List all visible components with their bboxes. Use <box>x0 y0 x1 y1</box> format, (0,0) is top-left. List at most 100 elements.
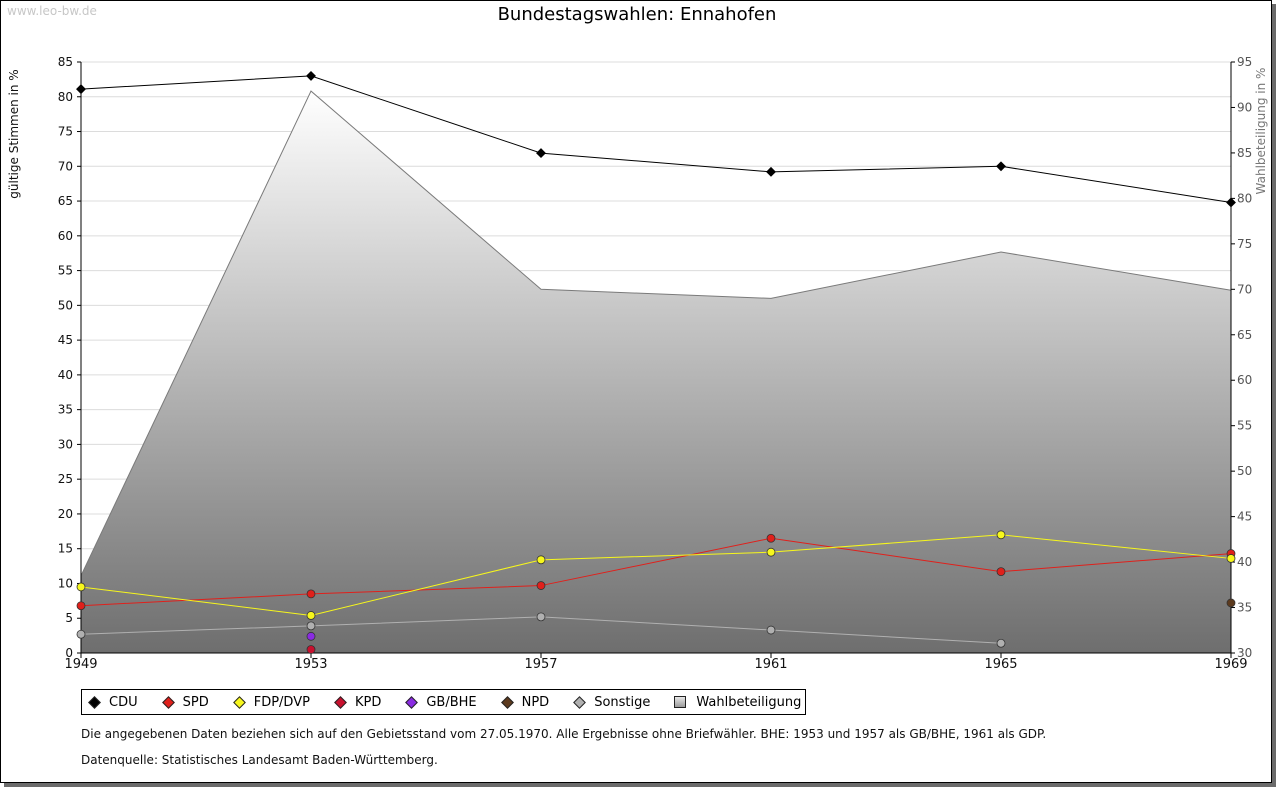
y-tick-label-50: 50 <box>58 298 73 312</box>
y2-tick-label-60: 60 <box>1237 373 1252 387</box>
point-kpd-1953 <box>306 645 316 654</box>
x-tick-label-1965: 1965 <box>984 657 1017 672</box>
y-tick-label-40: 40 <box>58 368 73 382</box>
legend-marker-cdu <box>88 695 101 709</box>
point-cdu-1957 <box>536 148 546 159</box>
legend-marker-gb-bhe <box>405 695 419 709</box>
y2-tick-label-80: 80 <box>1237 191 1252 205</box>
point-spd-1957 <box>536 581 546 590</box>
y2-tick-label-65: 65 <box>1237 328 1252 342</box>
legend-label-wahlbeteiligung: Wahlbeteiligung <box>696 694 802 710</box>
y2-tick-label-45: 45 <box>1237 510 1252 524</box>
point-cdu-1953 <box>306 70 316 81</box>
legend-marker-wahlbeteiligung <box>674 696 687 708</box>
y-tick-label-10: 10 <box>58 576 73 590</box>
y2-tick-label-50: 50 <box>1237 464 1252 478</box>
point-fdp-dvp-1969 <box>1226 554 1236 563</box>
point-cdu-1961 <box>766 166 776 177</box>
point-spd-1953 <box>306 589 316 599</box>
y2-tick-label-35: 35 <box>1237 601 1252 615</box>
point-fdp-dvp-1961 <box>766 547 776 557</box>
legend-item-wahlbeteiligung: Wahlbeteiligung <box>674 695 801 710</box>
point-sonstige-1961 <box>766 625 776 635</box>
legend-item-fdp-dvp: FDP/DVP <box>232 694 310 710</box>
y2-tick-label-90: 90 <box>1237 100 1252 114</box>
y-tick-label-25: 25 <box>58 472 73 486</box>
point-sonstige-1957 <box>536 612 546 622</box>
x-tick-label-1961: 1961 <box>754 657 787 672</box>
legend-item-gb-bhe: GB/BHE <box>405 694 477 710</box>
legend-marker-sonstige <box>573 695 587 709</box>
legend: CDU SPD FDP/DVP KPD GB/BHE NPD Sonstige Wahlbet… <box>81 689 807 715</box>
y-tick-label-20: 20 <box>58 507 73 521</box>
y-tick-label-70: 70 <box>58 159 73 173</box>
y2-tick-label-85: 85 <box>1237 146 1252 160</box>
x-tick-label-1949: 1949 <box>64 657 97 672</box>
point-fdp-dvp-1953 <box>306 611 316 620</box>
point-npd-1969 <box>1226 598 1236 608</box>
source-note: Datenquelle: Statistisches Landesamt Bad… <box>81 753 438 767</box>
y-tick-label-85: 85 <box>58 55 73 69</box>
legend-label-sonstige: Sonstige <box>594 694 651 710</box>
legend-item-npd: NPD <box>500 694 550 710</box>
point-fdp-dvp-1965 <box>996 530 1006 540</box>
point-spd-1961 <box>766 533 776 543</box>
data-basis-note: Die angegebenen Daten beziehen sich auf … <box>81 727 1047 741</box>
legend-marker-fdp-dvp <box>232 695 246 709</box>
y-tick-label-45: 45 <box>58 333 73 347</box>
point-fdp-dvp-1949 <box>76 582 86 592</box>
y-tick-label-60: 60 <box>58 229 73 243</box>
point-cdu-1965 <box>996 161 1006 172</box>
turnout-area <box>81 91 1231 653</box>
x-tick-label-1953: 1953 <box>294 657 327 672</box>
y2-tick-label-40: 40 <box>1237 555 1252 569</box>
point-spd-1949 <box>76 601 86 611</box>
series-line-spd <box>80 537 1232 607</box>
y2-tick-label-30: 30 <box>1237 646 1252 660</box>
legend-label-npd: NPD <box>521 694 550 710</box>
point-cdu-1969 <box>1226 197 1236 208</box>
y2-tick-label-70: 70 <box>1237 282 1252 296</box>
legend-item-spd: SPD <box>161 694 209 710</box>
legend-item-kpd: KPD <box>334 695 381 710</box>
y2-axis-title: Wahlbeteiligung in % <box>1254 68 1268 195</box>
y-tick-label-75: 75 <box>58 125 73 139</box>
legend-label-cdu: CDU <box>109 694 138 710</box>
point-cdu-1949 <box>76 84 86 95</box>
legend-marker-spd <box>161 695 175 709</box>
legend-label-spd: SPD <box>182 694 209 710</box>
point-spd-1965 <box>996 567 1006 577</box>
y-tick-label-0: 0 <box>65 646 73 660</box>
x-tick-label-1969: 1969 <box>1214 657 1247 672</box>
legend-marker-kpd <box>334 695 347 709</box>
point-sonstige-1965 <box>996 638 1006 648</box>
chart-title: Bundestagswahlen: Ennahofen <box>497 4 777 25</box>
legend-label-fdp-dvp: FDP/DVP <box>253 694 310 710</box>
y-tick-label-5: 5 <box>65 611 73 625</box>
y-axis-title: gültige Stimmen in % <box>7 69 21 198</box>
legend-label-gb-bhe: GB/BHE <box>426 694 477 710</box>
series-line-cdu <box>80 75 1232 203</box>
legend-item-cdu: CDU <box>88 695 138 710</box>
y-tick-label-80: 80 <box>58 90 73 104</box>
point-sonstige-1949 <box>76 629 86 639</box>
point-fdp-dvp-1957 <box>536 555 546 565</box>
y2-tick-label-55: 55 <box>1237 419 1252 433</box>
turnout-line <box>80 90 1232 576</box>
point-sonstige-1953 <box>306 621 316 631</box>
y2-tick-label-95: 95 <box>1237 55 1252 69</box>
y-tick-label-35: 35 <box>58 403 73 417</box>
y-tick-label-55: 55 <box>58 264 73 278</box>
y-tick-label-30: 30 <box>58 437 73 451</box>
legend-item-sonstige: Sonstige <box>573 695 650 710</box>
point-gb-bhe-1953 <box>306 631 316 641</box>
x-tick-label-1957: 1957 <box>524 657 557 672</box>
y2-tick-label-75: 75 <box>1237 237 1252 251</box>
watermark: www.leo-bw.de <box>7 4 97 18</box>
legend-label-kpd: KPD <box>354 694 382 710</box>
series-line-fdp-dvp <box>80 534 1232 616</box>
legend-marker-npd <box>500 695 514 709</box>
y-tick-label-15: 15 <box>58 542 73 556</box>
